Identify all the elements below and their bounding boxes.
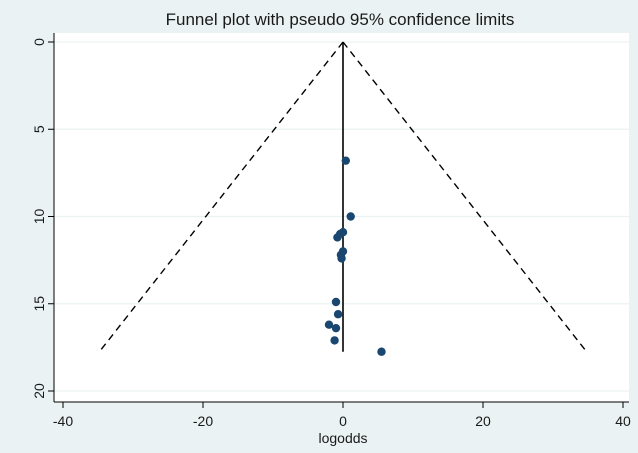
x-axis: -40 -20 0 20 40 [53,401,631,429]
data-point [330,336,339,345]
confidence-limit-line [342,41,588,353]
plot-area [54,33,629,402]
study-points [324,156,386,356]
x-tick-label: 0 [339,413,347,429]
data-point [331,297,341,307]
y-tick-label: 20 [31,383,47,399]
gridlines [54,41,629,392]
y-tick-label: 15 [31,296,47,312]
data-point [333,233,342,242]
confidence-limits [98,41,588,353]
data-point [341,156,350,165]
x-tick-label: -20 [193,413,213,429]
x-axis-label: logodds [318,430,367,446]
data-point [377,347,386,356]
x-tick-label: 20 [475,413,491,429]
x-tick-label: 40 [615,413,631,429]
y-tick-label: 5 [31,125,47,133]
y-tick-label: 0 [31,38,47,46]
x-tick-label: -40 [53,413,73,429]
data-point [333,310,343,319]
y-axis: 0 5 10 15 20 [31,33,55,402]
data-point [324,320,334,329]
data-point [346,212,355,221]
confidence-limit-line [98,41,344,353]
data-point [331,323,341,333]
chart-title: Funnel plot with pseudo 95% confidence l… [166,10,515,29]
data-point [337,254,346,263]
y-tick-label: 10 [31,209,47,225]
